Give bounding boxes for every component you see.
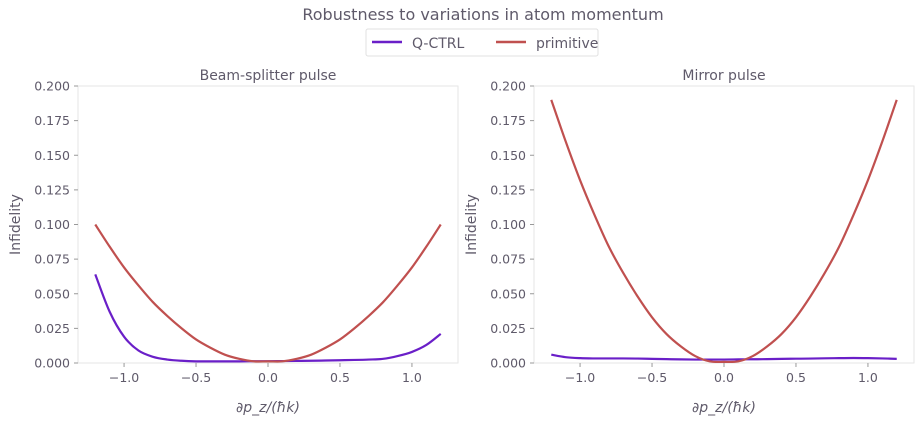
- x-axis-label: ∂p_z/(ħk): [236, 400, 300, 416]
- y-axis-label: Infidelity: [464, 194, 480, 255]
- y-axis-label: Infidelity: [8, 194, 24, 255]
- x-tick-label: 0.5: [330, 370, 350, 385]
- y-tick-label: 0.075: [490, 252, 526, 267]
- panel-mirror: Mirror pulse 0.000 0.025 0.050 0.075 0.100 0.1…: [464, 68, 915, 416]
- y-tick-label: 0.125: [490, 182, 526, 197]
- series-line-qctrl: [94, 273, 442, 363]
- chart-title: Robustness to variations in atom momentu…: [302, 5, 663, 24]
- y-tick-label: 0.000: [490, 356, 526, 371]
- x-tick-label: 0.0: [258, 370, 278, 385]
- x-tick-label: −1.0: [109, 370, 139, 385]
- y-tick-label: 0.050: [34, 286, 70, 301]
- x-tick-label: −0.5: [637, 370, 667, 385]
- y-tick-label: 0.000: [34, 356, 70, 371]
- legend: Q-CTRL primitive: [365, 28, 599, 57]
- series-line-primitive: [94, 223, 442, 363]
- series-line-qctrl: [551, 353, 897, 361]
- x-tick-label: 0.5: [786, 370, 806, 385]
- y-tick-label: 0.150: [490, 148, 526, 163]
- x-tick-label: 1.0: [402, 370, 422, 385]
- y-tick-label: 0.150: [34, 148, 70, 163]
- series-line-primitive: [550, 99, 898, 364]
- panel-title: Mirror pulse: [682, 68, 765, 84]
- y-tick-label: 0.200: [34, 79, 70, 94]
- y-tick-label: 0.050: [490, 286, 526, 301]
- plot-frame: [77, 85, 459, 364]
- legend-label-qctrl: Q-CTRL: [412, 36, 465, 52]
- x-axis-label: ∂p_z/(ħk): [692, 400, 756, 416]
- y-tick-label: 0.125: [34, 182, 70, 197]
- legend-label-primitive: primitive: [536, 36, 598, 52]
- panel-beam-splitter: Beam-splitter pulse 0.000 0.025 0.050 0.075 0…: [8, 68, 459, 416]
- y-tick-label: 0.075: [34, 252, 70, 267]
- y-tick-label: 0.025: [34, 321, 70, 336]
- y-tick-label: 0.100: [490, 217, 526, 232]
- y-tick-label: 0.200: [490, 79, 526, 94]
- y-tick-label: 0.100: [34, 217, 70, 232]
- x-tick-label: 1.0: [858, 370, 878, 385]
- plot-frame: [533, 85, 915, 364]
- y-tick-label: 0.175: [34, 113, 70, 128]
- y-tick-label: 0.175: [490, 113, 526, 128]
- x-tick-label: −0.5: [181, 370, 211, 385]
- y-tick-label: 0.025: [490, 321, 526, 336]
- x-tick-label: −1.0: [565, 370, 595, 385]
- panel-title: Beam-splitter pulse: [200, 68, 337, 84]
- x-tick-label: 0.0: [714, 370, 734, 385]
